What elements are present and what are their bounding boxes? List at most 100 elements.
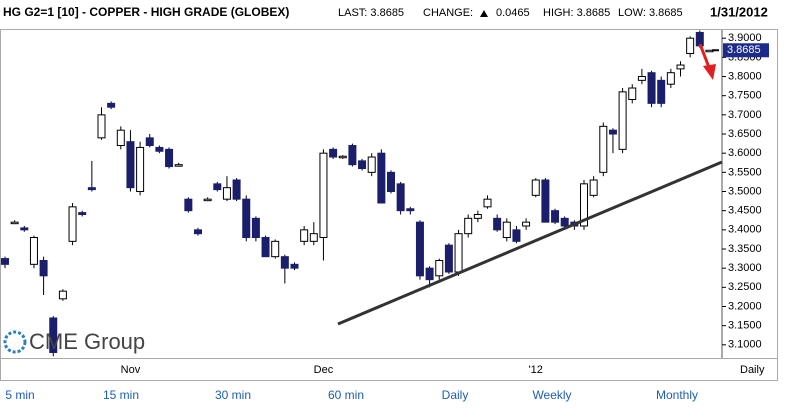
candle-body [58,290,67,300]
x-axis-area [0,358,778,381]
candle-body [628,87,637,101]
candle-body [329,148,338,158]
candle-body [473,214,482,219]
candle-body [10,221,19,225]
timeframe-link[interactable]: 15 min [103,388,139,402]
last-price-box [723,43,769,58]
candle-body [97,114,106,139]
candle-body [203,198,212,202]
candle-body [358,160,367,170]
arrow-head [703,64,716,80]
candle-body [222,187,231,200]
candle-body [647,72,656,104]
candle-body [78,212,87,216]
candle-body [174,164,183,167]
plot [1,30,714,357]
timeframe-link[interactable]: 60 min [328,388,364,402]
candle-body [589,179,598,196]
candle-body [483,198,492,208]
candle-body [551,210,560,223]
y-tick-label: 3.3000 [728,262,762,274]
candle-body [20,227,29,231]
candle-body [309,233,318,242]
candle-body [300,229,309,242]
candle-body [464,217,473,235]
red-arrow [698,43,716,80]
candle-body [531,179,540,196]
candle-body [116,129,125,147]
candle-body [415,221,424,277]
y-axis-area [722,29,778,359]
candle-body [213,183,222,191]
candle-body [493,217,502,231]
candle-body [232,179,241,200]
y-tick-label: 3.6500 [728,128,762,140]
candle-body [637,76,646,81]
candle-body [290,263,299,269]
candle-body [695,31,704,47]
logo: CME Group [3,329,145,354]
candle-body [618,91,627,150]
candle-body [1,258,9,265]
y-tick-label: 3.9000 [728,32,762,44]
period-label: Daily [740,364,765,376]
candle-body [580,183,588,227]
y-tick-label: 3.2500 [728,281,762,293]
candle-body [39,259,48,277]
candle-body [657,79,666,104]
timeframe-link[interactable]: Daily [442,388,469,402]
candle-body [387,171,395,193]
candle-body [599,125,608,173]
candle-body [145,137,154,147]
candle-body [251,217,260,239]
y-tick-label: 3.8000 [728,70,762,82]
stat-low: LOW: 3.8685 [618,7,683,19]
candle-body [560,217,569,227]
candle-body [136,146,145,193]
timeframe-link[interactable]: Weekly [532,388,571,402]
candle-body [512,229,521,242]
candle-body [165,148,174,168]
stat-change-label: CHANGE: [423,7,473,19]
candle-body [522,221,531,227]
candle-body [271,240,280,258]
x-tick-label: Dec [314,364,334,376]
y-tick-label: 3.1500 [728,320,762,332]
stat-high: HIGH: 3.8685 [543,7,610,19]
candle-body [541,179,550,223]
candle-body [126,141,135,189]
timeframe-link[interactable]: 5 min [5,388,34,402]
candle-body [87,187,96,191]
candle-body [261,237,270,258]
candle-body [184,198,193,212]
x-tick-label: '12 [529,364,543,376]
logo-text: CME Group [29,329,145,354]
timeframe-link[interactable]: 30 min [215,388,251,402]
candle-body [406,208,415,212]
candle-body [396,183,405,212]
y-tick-label: 3.5500 [728,166,762,178]
candle-body [348,145,357,166]
candle-body [155,146,164,152]
stat-date: 1/31/2012 [710,4,768,19]
up-triangle [480,10,488,17]
candle-body [107,102,116,108]
stat-change: 0.0465 [496,7,530,19]
logo-icon [3,330,27,354]
y-tick-label: 3.5000 [728,185,762,197]
candle-body [425,267,434,281]
candle-body [377,152,386,204]
timeframe-link[interactable]: Monthly [656,388,698,402]
candle-body [49,317,58,353]
timeframe-links: 5 min 15 min 30 min 60 min Daily Weekly Monthl… [5,388,698,402]
candle-body [367,156,376,173]
candle-body [319,152,328,239]
y-tick-label: 3.6000 [728,147,762,159]
candle-body [454,233,463,273]
candle-body [435,259,444,277]
plot-area [0,29,722,359]
y-tick-label: 3.4500 [728,205,762,217]
y-tick-label: 3.3500 [728,243,762,255]
candle-body [338,155,347,159]
